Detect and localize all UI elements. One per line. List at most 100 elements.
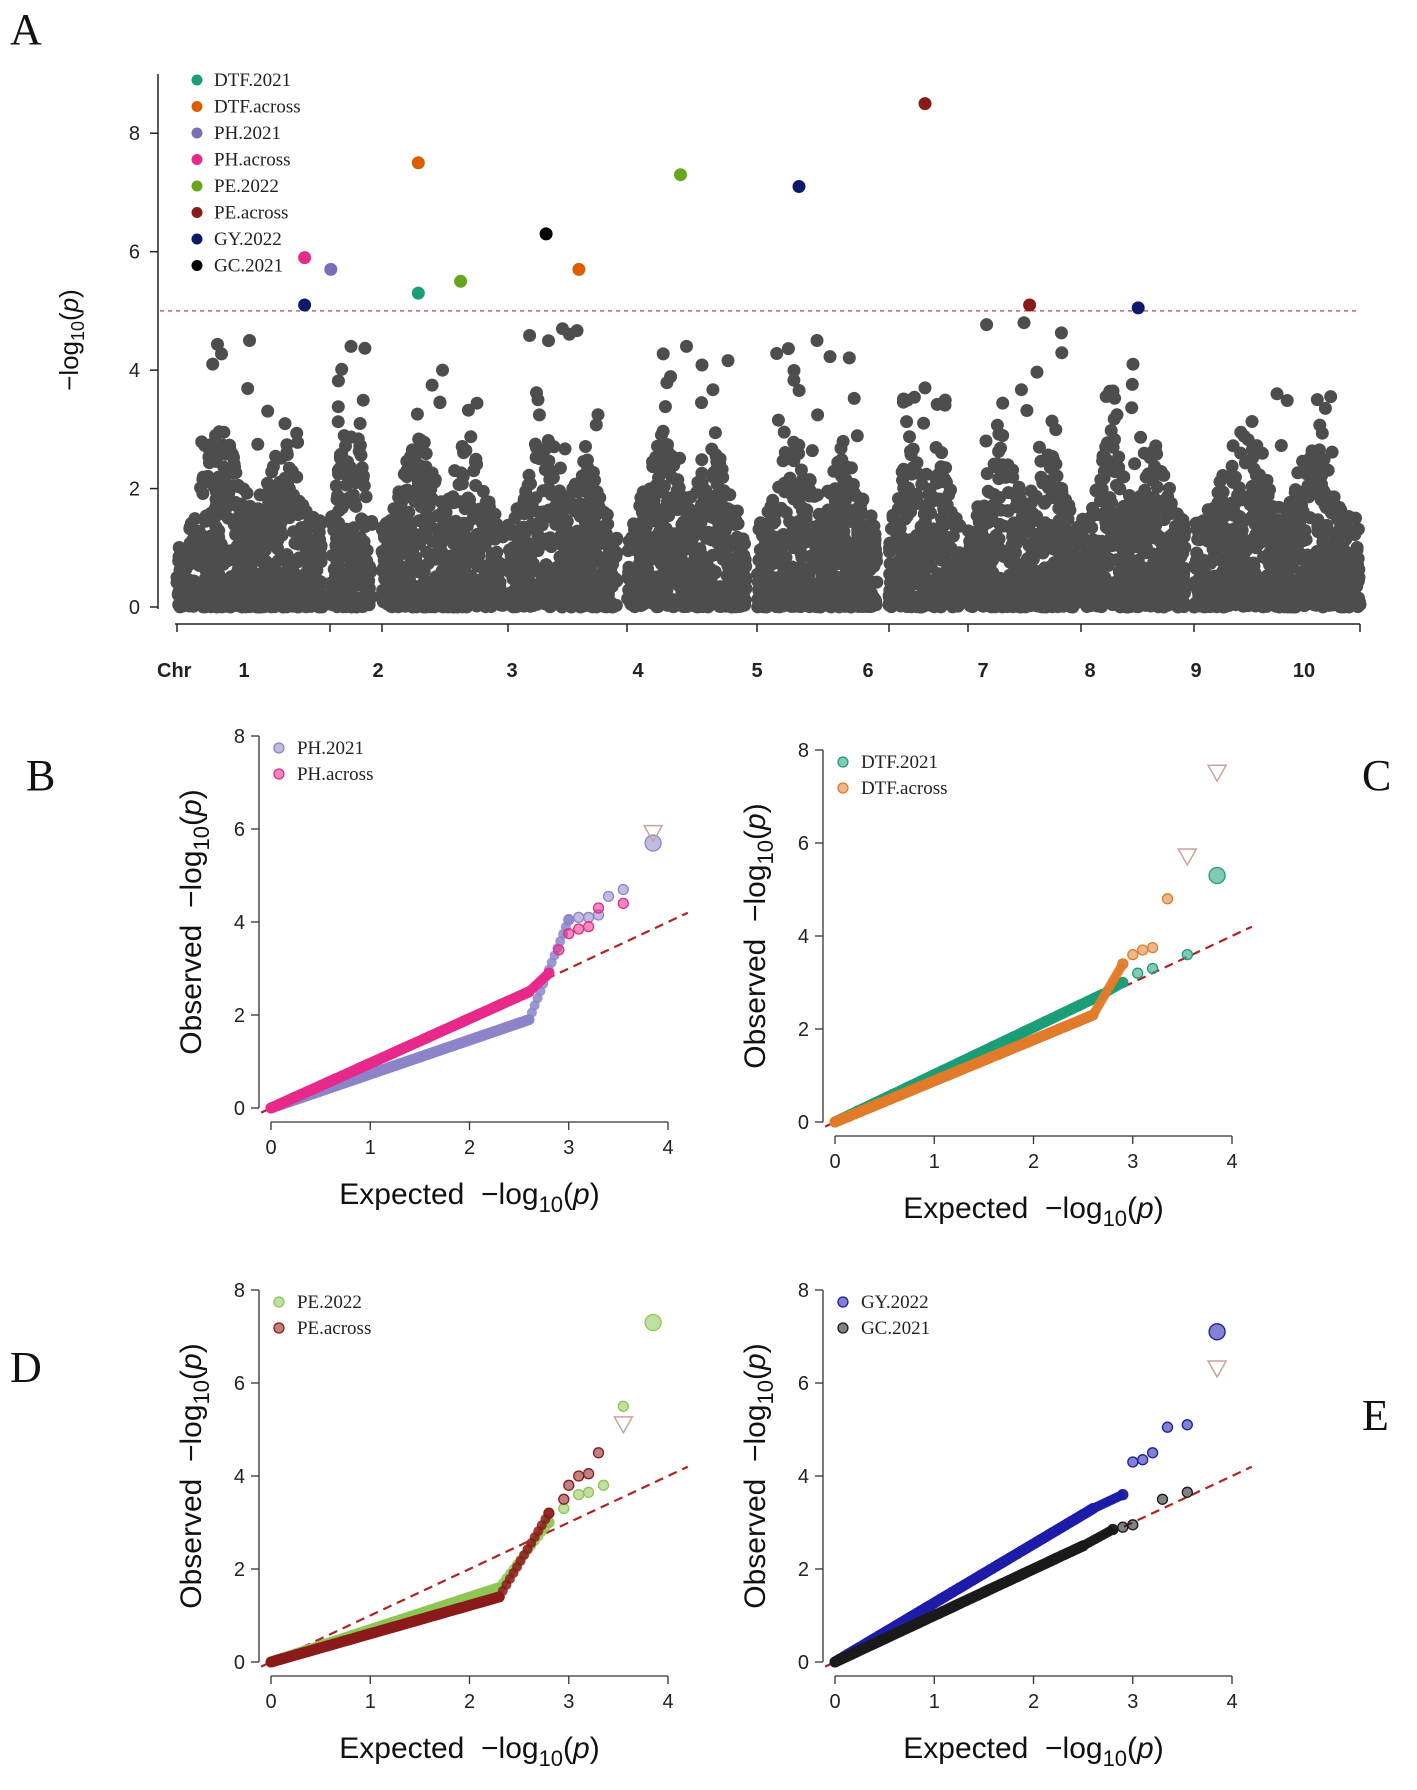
snp-point xyxy=(1044,519,1058,533)
snp-point xyxy=(851,540,865,554)
snp-point xyxy=(1299,533,1313,547)
snp-point xyxy=(850,590,864,604)
snp-point xyxy=(1065,535,1079,549)
snp-point xyxy=(263,509,277,523)
snp-point xyxy=(1008,529,1022,543)
snp-point xyxy=(590,600,604,614)
snp-point xyxy=(280,438,294,452)
snp-point xyxy=(442,549,455,563)
snp-point xyxy=(868,537,882,551)
snp-point xyxy=(277,583,291,597)
snp-point xyxy=(356,393,370,407)
snp-point xyxy=(1163,588,1177,601)
chr-label-3: 3 xyxy=(506,660,517,682)
snp-point xyxy=(660,495,674,509)
snp-point xyxy=(335,362,349,376)
snp-point xyxy=(665,471,679,484)
snp-point xyxy=(835,453,849,467)
snp-point xyxy=(281,558,295,572)
snp-point xyxy=(627,561,641,575)
snp-peak-point xyxy=(918,381,932,395)
snp-point xyxy=(798,571,812,585)
snp-point xyxy=(400,470,414,484)
snp-point xyxy=(1245,560,1259,573)
snp-point xyxy=(197,596,211,610)
snp-point xyxy=(411,459,425,473)
snp-point xyxy=(997,470,1011,484)
snp-point xyxy=(423,576,437,589)
snp-point xyxy=(1174,586,1188,600)
snp-point xyxy=(802,520,816,534)
snp-point xyxy=(245,579,259,593)
snp-point xyxy=(485,527,499,541)
snp-point xyxy=(687,528,701,542)
panel-letter-e: E xyxy=(1362,1391,1389,1440)
snp-point xyxy=(884,576,897,589)
snp-point xyxy=(532,408,546,422)
snp-point xyxy=(705,442,719,456)
snp-point xyxy=(213,484,227,498)
snp-point xyxy=(1054,594,1068,607)
snp-point xyxy=(867,519,881,533)
snp-point xyxy=(238,514,252,528)
snp-point xyxy=(1127,503,1141,517)
snp-point xyxy=(348,545,362,559)
snp-point xyxy=(501,518,515,532)
snp-point xyxy=(936,519,950,533)
snp-point xyxy=(457,496,471,510)
snp-point xyxy=(1040,569,1053,583)
snp-point xyxy=(717,539,731,553)
snp-point xyxy=(628,571,641,585)
snp-point xyxy=(544,539,557,553)
snp-point xyxy=(544,488,558,501)
snp-point xyxy=(628,533,642,547)
snp-point xyxy=(781,342,795,356)
snp-point xyxy=(1062,498,1076,512)
snp-point xyxy=(695,466,709,480)
snp-point xyxy=(1211,496,1225,510)
snp-point xyxy=(667,598,681,611)
snp-point xyxy=(1135,560,1149,574)
snp-point xyxy=(904,505,918,519)
snp-point xyxy=(549,561,563,575)
snp-point xyxy=(758,586,772,600)
snp-point xyxy=(1046,453,1060,466)
snp-point xyxy=(206,357,220,371)
background-snps xyxy=(170,316,1367,614)
snp-point xyxy=(726,513,740,527)
chr-label-5: 5 xyxy=(751,660,762,682)
snp-point xyxy=(787,364,801,377)
snp-point xyxy=(1116,595,1130,609)
snp-point xyxy=(828,482,842,496)
snp-point xyxy=(358,571,371,585)
snp-point xyxy=(963,534,977,548)
snp-point xyxy=(1016,509,1029,523)
snp-point xyxy=(341,460,355,474)
snp-point xyxy=(765,501,779,515)
snp-point xyxy=(1158,502,1172,516)
snp-point xyxy=(770,347,784,360)
snp-point xyxy=(864,551,878,565)
snp-point xyxy=(1007,487,1021,501)
snp-point xyxy=(816,576,830,590)
snp-point xyxy=(772,480,786,494)
snp-point xyxy=(1001,504,1015,518)
snp-point xyxy=(329,538,343,552)
snp-point xyxy=(223,438,236,452)
snp-point xyxy=(800,503,814,517)
snp-point xyxy=(919,467,933,481)
y-tick-label-6: 6 xyxy=(129,242,140,264)
snp-point xyxy=(725,575,739,589)
snp-point xyxy=(535,518,549,532)
snp-point xyxy=(217,460,231,474)
snp-point xyxy=(464,430,478,444)
snp-point xyxy=(1054,326,1068,340)
snp-point xyxy=(460,569,474,583)
snp-point xyxy=(673,451,687,465)
snp-point xyxy=(474,583,488,597)
snp-point xyxy=(1137,446,1151,460)
snp-point xyxy=(863,575,877,589)
snp-peak-point xyxy=(243,334,256,347)
panel-letter-c: C xyxy=(1362,751,1391,800)
